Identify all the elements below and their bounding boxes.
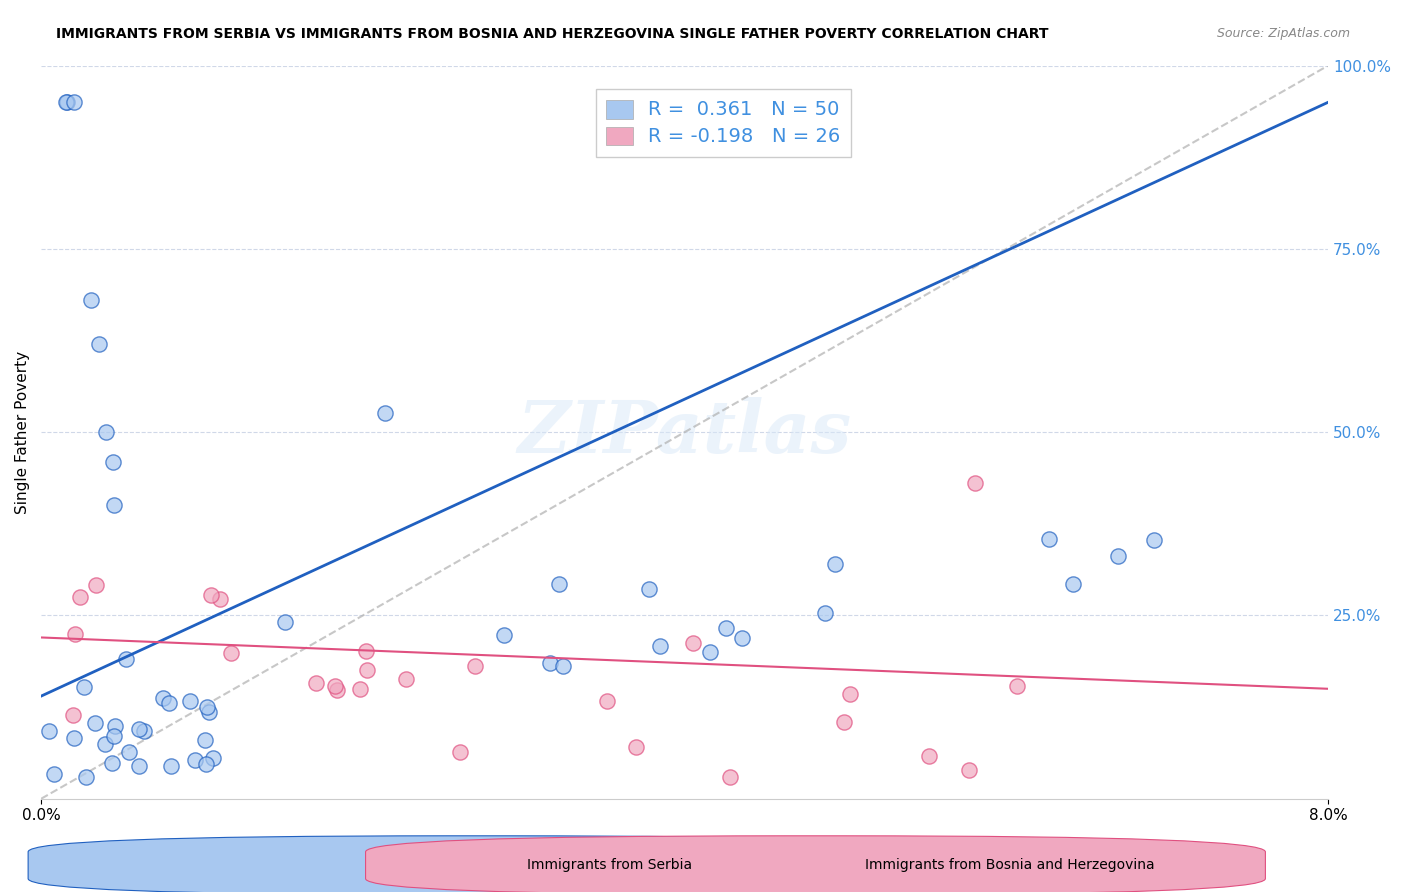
Immigrants from Bosnia and Herzegovina: [832, 714, 855, 729]
Immigrants from Serbia: [101, 454, 124, 468]
Immigrants from Bosnia and Herzegovina: [323, 679, 346, 693]
Immigrants from Serbia: [152, 691, 174, 706]
Immigrants from Bosnia and Herzegovina: [65, 627, 87, 641]
Immigrants from Serbia: [195, 756, 218, 771]
Immigrants from Serbia: [1062, 577, 1084, 591]
Immigrants from Serbia: [96, 425, 118, 440]
Immigrants from Serbia: [716, 621, 738, 635]
Immigrants from Serbia: [1107, 549, 1129, 563]
Text: Source: ZipAtlas.com: Source: ZipAtlas.com: [1216, 27, 1350, 40]
Immigrants from Bosnia and Herzegovina: [464, 659, 486, 673]
Immigrants from Serbia: [75, 770, 97, 784]
Text: Immigrants from Bosnia and Herzegovina: Immigrants from Bosnia and Herzegovina: [865, 858, 1154, 872]
Immigrants from Bosnia and Herzegovina: [624, 740, 647, 755]
Immigrants from Serbia: [134, 724, 156, 739]
Immigrants from Serbia: [731, 632, 754, 646]
Immigrants from Bosnia and Herzegovina: [1005, 679, 1028, 693]
Immigrants from Bosnia and Herzegovina: [200, 588, 222, 602]
FancyBboxPatch shape: [366, 836, 1265, 892]
Immigrants from Serbia: [538, 656, 561, 670]
Immigrants from Bosnia and Herzegovina: [62, 707, 84, 722]
Immigrants from Serbia: [183, 753, 205, 767]
Text: Immigrants from Serbia: Immigrants from Serbia: [527, 858, 692, 872]
Immigrants from Serbia: [87, 337, 110, 351]
Y-axis label: Single Father Poverty: Single Father Poverty: [15, 351, 30, 514]
Immigrants from Serbia: [103, 730, 125, 744]
Immigrants from Serbia: [1038, 532, 1060, 546]
Immigrants from Bosnia and Herzegovina: [718, 771, 741, 785]
Immigrants from Serbia: [824, 557, 846, 571]
Immigrants from Serbia: [55, 95, 77, 110]
Immigrants from Bosnia and Herzegovina: [305, 675, 328, 690]
Immigrants from Bosnia and Herzegovina: [682, 636, 704, 650]
Immigrants from Bosnia and Herzegovina: [349, 681, 371, 696]
Immigrants from Bosnia and Herzegovina: [356, 663, 378, 677]
Immigrants from Serbia: [114, 652, 136, 666]
Immigrants from Serbia: [103, 499, 125, 513]
Immigrants from Bosnia and Herzegovina: [219, 646, 242, 660]
Immigrants from Serbia: [42, 766, 65, 780]
Immigrants from Serbia: [94, 737, 117, 751]
Immigrants from Serbia: [202, 751, 225, 765]
Immigrants from Serbia: [274, 615, 297, 629]
Legend: R =  0.361   N = 50, R = -0.198   N = 26: R = 0.361 N = 50, R = -0.198 N = 26: [596, 89, 851, 157]
Immigrants from Serbia: [198, 706, 221, 720]
Immigrants from Bosnia and Herzegovina: [69, 591, 91, 605]
Immigrants from Serbia: [84, 715, 107, 730]
Immigrants from Serbia: [56, 95, 79, 110]
Immigrants from Serbia: [648, 639, 671, 653]
Immigrants from Serbia: [814, 606, 837, 620]
Immigrants from Serbia: [80, 293, 103, 308]
Immigrants from Serbia: [118, 745, 141, 759]
Immigrants from Serbia: [73, 680, 96, 694]
Immigrants from Bosnia and Herzegovina: [596, 693, 619, 707]
Text: IMMIGRANTS FROM SERBIA VS IMMIGRANTS FROM BOSNIA AND HERZEGOVINA SINGLE FATHER P: IMMIGRANTS FROM SERBIA VS IMMIGRANTS FRO…: [56, 27, 1049, 41]
Immigrants from Serbia: [553, 658, 575, 673]
Immigrants from Serbia: [38, 724, 60, 739]
Immigrants from Bosnia and Herzegovina: [395, 672, 418, 686]
Immigrants from Bosnia and Herzegovina: [839, 687, 862, 701]
Immigrants from Serbia: [638, 582, 661, 597]
Immigrants from Serbia: [547, 577, 569, 591]
Immigrants from Serbia: [157, 696, 180, 710]
Immigrants from Serbia: [179, 694, 201, 708]
Immigrants from Serbia: [101, 756, 124, 770]
Immigrants from Bosnia and Herzegovina: [356, 644, 378, 658]
Text: ZIPatlas: ZIPatlas: [517, 397, 852, 467]
Immigrants from Serbia: [195, 699, 218, 714]
Immigrants from Bosnia and Herzegovina: [957, 763, 980, 777]
Immigrants from Serbia: [492, 627, 515, 641]
Immigrants from Serbia: [128, 759, 150, 773]
Immigrants from Bosnia and Herzegovina: [449, 745, 471, 759]
Immigrants from Serbia: [194, 733, 217, 747]
Immigrants from Serbia: [699, 645, 721, 659]
Immigrants from Bosnia and Herzegovina: [965, 476, 987, 491]
Immigrants from Serbia: [63, 95, 86, 110]
Immigrants from Serbia: [374, 406, 396, 420]
Immigrants from Serbia: [104, 719, 127, 733]
Immigrants from Bosnia and Herzegovina: [918, 749, 941, 764]
Immigrants from Bosnia and Herzegovina: [86, 578, 108, 592]
Immigrants from Serbia: [1143, 533, 1166, 547]
Immigrants from Serbia: [63, 731, 86, 745]
Immigrants from Bosnia and Herzegovina: [208, 592, 231, 607]
Immigrants from Serbia: [128, 722, 150, 736]
FancyBboxPatch shape: [28, 836, 928, 892]
Immigrants from Bosnia and Herzegovina: [325, 682, 347, 697]
Immigrants from Serbia: [159, 759, 181, 773]
